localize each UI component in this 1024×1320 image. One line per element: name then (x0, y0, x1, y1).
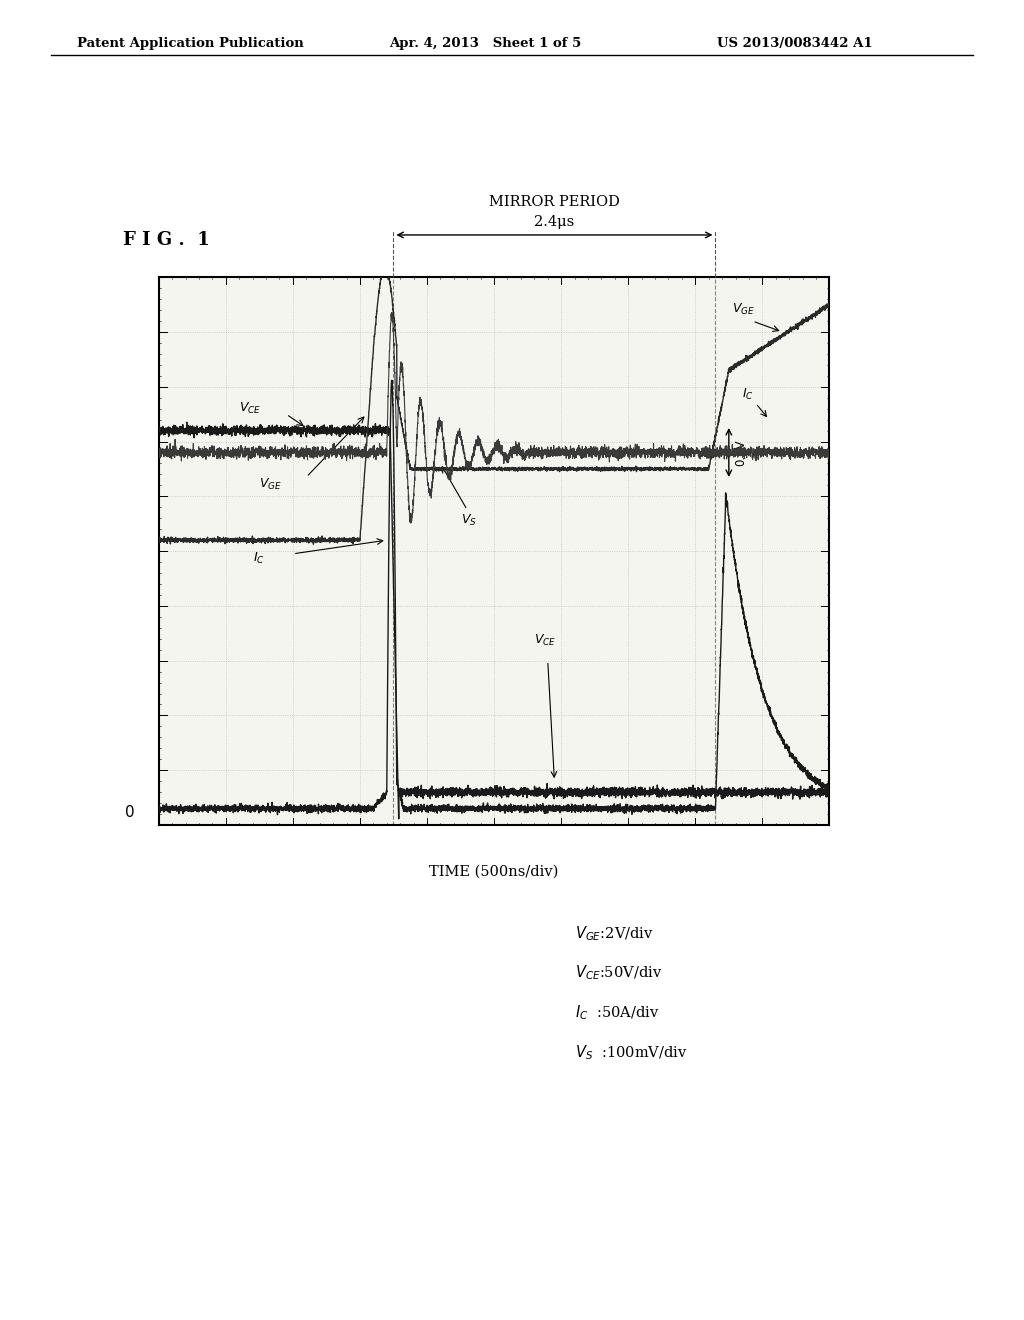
Text: 0: 0 (125, 805, 135, 820)
Text: 0.5V: 0.5V (734, 440, 748, 466)
Text: $V_{CE}$:50V/div: $V_{CE}$:50V/div (574, 964, 662, 982)
Text: $V_{GE}$: $V_{GE}$ (259, 477, 283, 492)
Text: $V_S$: $V_S$ (461, 512, 476, 528)
Text: $I_C$: $I_C$ (742, 387, 754, 401)
Text: US 2013/0083442 A1: US 2013/0083442 A1 (717, 37, 872, 50)
Text: MIRROR PERIOD: MIRROR PERIOD (489, 195, 620, 209)
Text: 2.4μs: 2.4μs (535, 215, 574, 228)
Text: TIME (500ns/div): TIME (500ns/div) (429, 865, 559, 878)
Text: $I_C$  :50A/div: $I_C$ :50A/div (574, 1003, 659, 1022)
Text: F I G .  1: F I G . 1 (123, 231, 210, 249)
Text: $V_{CE}$: $V_{CE}$ (535, 634, 556, 648)
Text: $V_{GE}$:2V/div: $V_{GE}$:2V/div (574, 924, 653, 942)
Text: Patent Application Publication: Patent Application Publication (77, 37, 303, 50)
Text: $V_{CE}$: $V_{CE}$ (240, 400, 261, 416)
Text: $I_C$: $I_C$ (253, 550, 264, 566)
Text: $V_{GE}$: $V_{GE}$ (732, 302, 755, 317)
Text: $V_S$  :100mV/div: $V_S$ :100mV/div (574, 1043, 687, 1061)
Text: Apr. 4, 2013   Sheet 1 of 5: Apr. 4, 2013 Sheet 1 of 5 (389, 37, 582, 50)
